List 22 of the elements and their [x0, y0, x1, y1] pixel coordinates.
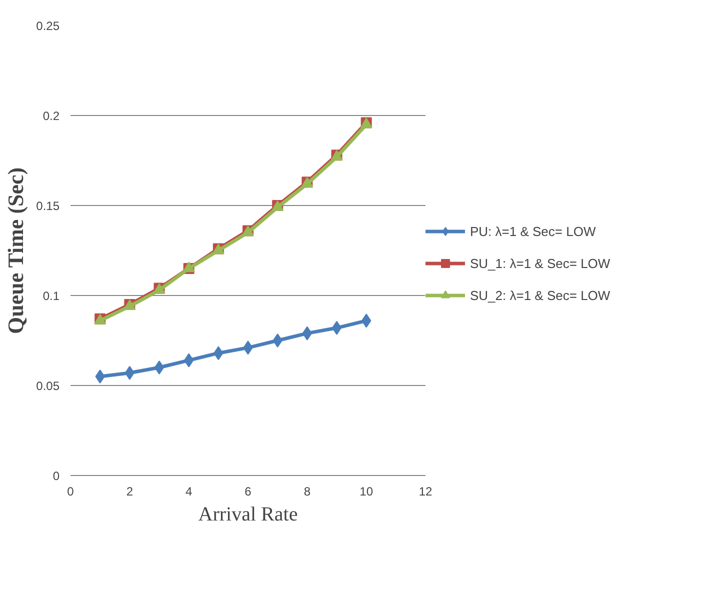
x-tick-label: 6 — [244, 484, 252, 498]
y-axis-title: Queue Time (Sec) — [3, 167, 28, 334]
point — [272, 334, 282, 348]
y-tick-label: 0.25 — [36, 19, 60, 33]
x-tick-label: 10 — [360, 484, 374, 498]
legend-label: SU_2: λ=1 & Sec= LOW — [470, 288, 610, 302]
x-tick-label: 2 — [126, 484, 134, 498]
y-tick-label: 0.1 — [42, 289, 60, 303]
x-tick-label: 0 — [67, 484, 74, 498]
y-tick-label: 0 — [52, 469, 60, 483]
legend-label: SU_1: λ=1 & Sec= LOW — [470, 256, 610, 270]
x-tick-label: 12 — [418, 484, 432, 498]
x-tick-label: 4 — [185, 484, 192, 498]
x-axis-title: Arrival Rate — [198, 504, 298, 526]
point — [154, 360, 164, 374]
legend-label: PU: λ=1 & Sec= LOW — [470, 224, 596, 238]
y-tick-label: 0.15 — [36, 199, 60, 213]
point — [332, 320, 342, 335]
x-tick-label: 8 — [304, 484, 311, 498]
point — [95, 370, 105, 384]
y-tick-label: 0.2 — [42, 109, 60, 123]
y-tick-label: 0.05 — [36, 379, 60, 393]
